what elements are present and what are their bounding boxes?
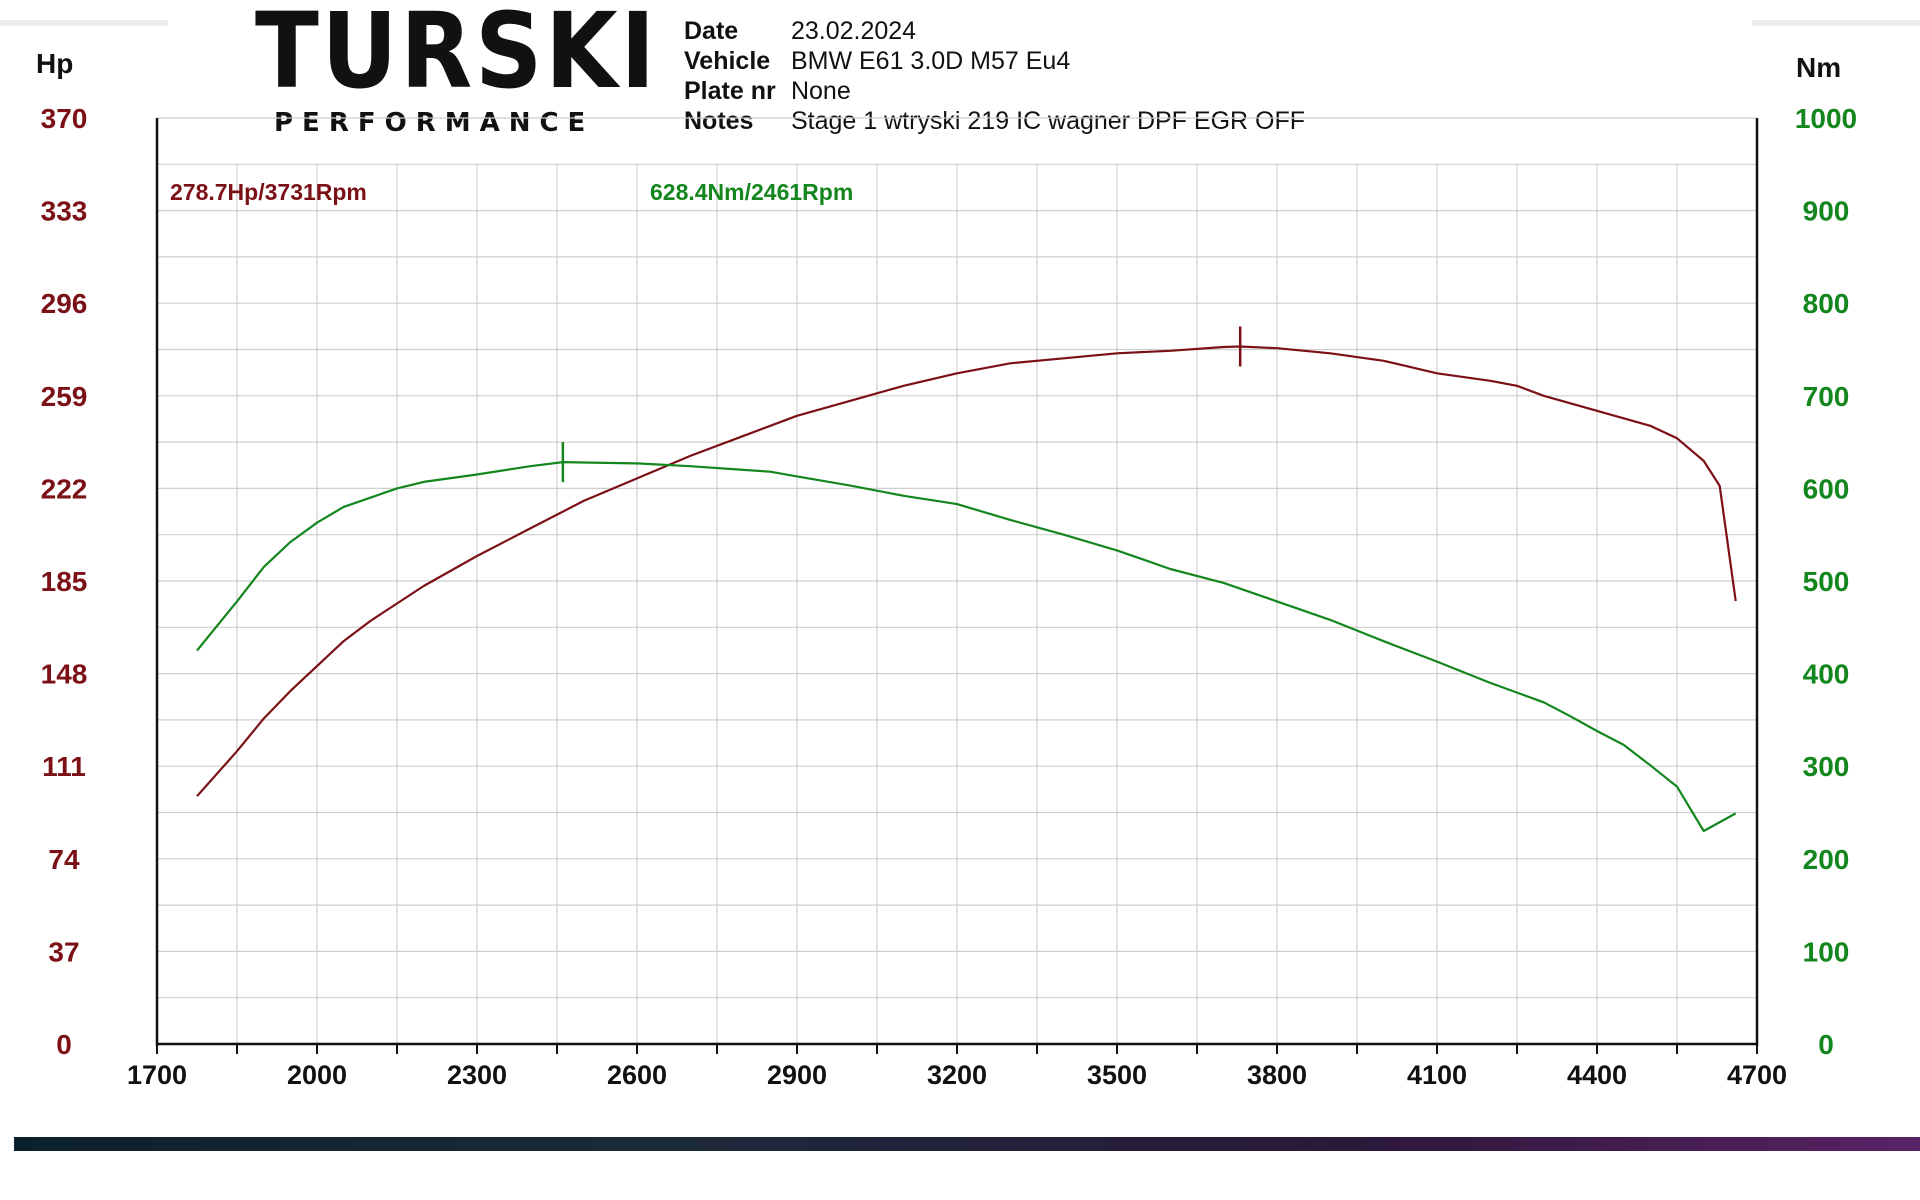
right-tick-label: 900 [1803,196,1850,227]
x-tick-label: 4700 [1727,1060,1787,1090]
left-tick-label: 37 [48,936,79,967]
x-tick-label: 2000 [287,1060,347,1090]
info-row-date: Date 23.02.2024 [684,16,1305,46]
right-tick-label: 100 [1803,936,1850,967]
right-tick-label: 600 [1803,473,1850,504]
right-axis-unit: Nm [1796,52,1842,83]
run-info: Date 23.02.2024 Vehicle BMW E61 3.0D M57… [684,16,1305,136]
torque-peak-label: 628.4Nm/2461Rpm [650,179,853,205]
left-tick-label: 74 [48,844,80,875]
brand-logo-subtitle: PERFORMANCE [274,108,595,138]
chart-peaks: 278.7Hp/3731Rpm 628.4Nm/2461Rpm [170,179,1242,483]
info-value: None [790,77,851,105]
x-tick-label: 3500 [1087,1060,1147,1090]
chart-axes [155,118,1759,1054]
info-key: Plate nr [684,77,776,105]
right-tick-label: 0 [1818,1029,1834,1060]
left-tick-label: 185 [41,566,88,597]
info-key: Notes [684,107,754,135]
x-tick-label: 4400 [1567,1060,1627,1090]
right-tick-label: 700 [1803,381,1850,412]
right-tick-label: 200 [1803,844,1850,875]
top-rule-right [1752,20,1920,26]
x-tick-label: 4100 [1407,1060,1467,1090]
brand-logo: TURSKI [255,0,658,112]
x-tick-label: 2600 [607,1060,667,1090]
right-tick-label: 800 [1803,288,1850,319]
left-axis-unit: Hp [36,48,74,79]
x-tick-label: 2900 [767,1060,827,1090]
left-tick-label: 333 [41,196,88,227]
power-peak-label: 278.7Hp/3731Rpm [170,179,367,205]
info-row-vehicle: Vehicle BMW E61 3.0D M57 Eu4 [684,46,1305,76]
x-tick-label: 2300 [447,1060,507,1090]
info-value: 23.02.2024 [790,17,917,45]
right-tick-label: 400 [1803,659,1850,690]
chart-series [196,345,1737,833]
info-key: Date [684,17,739,45]
info-row-notes: Notes Stage 1 wtryski 219 IC wagner DPF … [684,106,1305,136]
info-value: Stage 1 wtryski 219 IC wagner DPF EGR OF… [790,107,1306,135]
info-row-plate: Plate nr None [684,76,1305,106]
info-key: Vehicle [684,47,771,75]
left-tick-label: 111 [42,751,86,782]
x-tick-label: 1700 [127,1060,187,1090]
chart-grid [157,117,1758,1044]
top-rule-left [0,20,168,26]
torque-curve [196,461,1737,833]
info-value: BMW E61 3.0D M57 Eu4 [790,47,1071,75]
power-curve [196,345,1737,797]
right-tick-label: 300 [1803,751,1850,782]
right-tick-label: 500 [1803,566,1850,597]
left-tick-label: 259 [41,381,88,412]
left-tick-label: 0 [56,1029,72,1060]
chart-tick-labels: 1700 2000 2300 2600 2900 3200 3500 3800 4100 4400… [41,103,1858,1090]
x-tick-label: 3800 [1247,1060,1307,1090]
x-tick-label: 3200 [927,1060,987,1090]
left-tick-label: 148 [41,659,88,690]
bottom-bar [14,1137,1920,1151]
left-tick-label: 222 [41,473,88,504]
left-tick-label: 370 [41,103,88,134]
right-tick-label: 1000 [1795,103,1857,134]
left-tick-label: 296 [41,288,88,319]
